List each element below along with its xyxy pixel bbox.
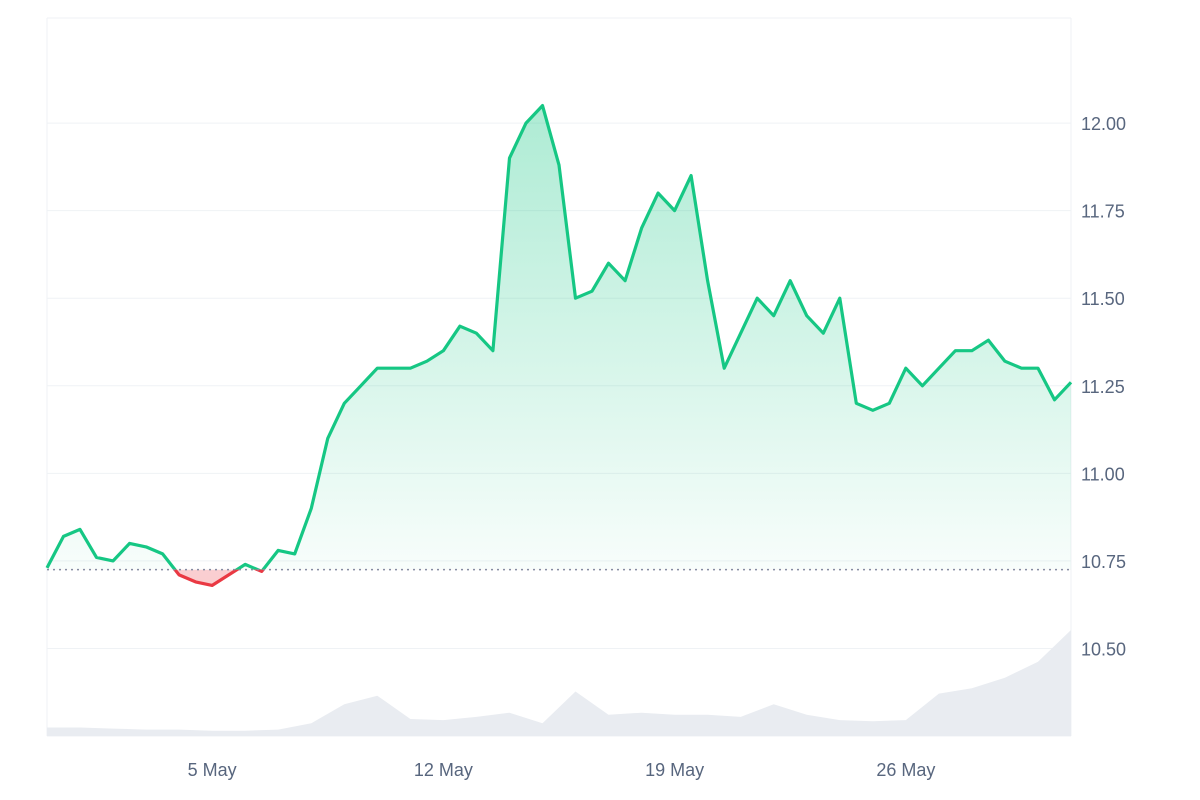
x-axis: 5 May 12 May 19 May 26 May <box>188 760 936 780</box>
x-tick-label: 26 May <box>876 760 935 780</box>
price-line-down <box>172 569 266 587</box>
x-tick-label: 12 May <box>414 760 473 780</box>
y-tick-label: 12.00 <box>1081 114 1126 134</box>
volume-area <box>47 630 1071 736</box>
y-tick-label: 10.75 <box>1081 552 1126 572</box>
y-tick-label: 11.25 <box>1081 377 1125 397</box>
y-tick-label: 11.50 <box>1081 289 1125 309</box>
volume-series <box>47 630 1071 736</box>
y-tick-label: 11.00 <box>1081 464 1125 484</box>
y-tick-label: 10.50 <box>1081 639 1126 659</box>
y-axis: 12.00 11.75 11.50 11.25 11.00 10.75 10.50 <box>1081 114 1126 659</box>
x-tick-label: 5 May <box>188 760 237 780</box>
price-line-up <box>45 104 1073 570</box>
area-up <box>47 105 1071 570</box>
y-tick-label: 11.75 <box>1081 202 1125 222</box>
price-line <box>45 104 1073 587</box>
x-tick-label: 19 May <box>645 760 704 780</box>
